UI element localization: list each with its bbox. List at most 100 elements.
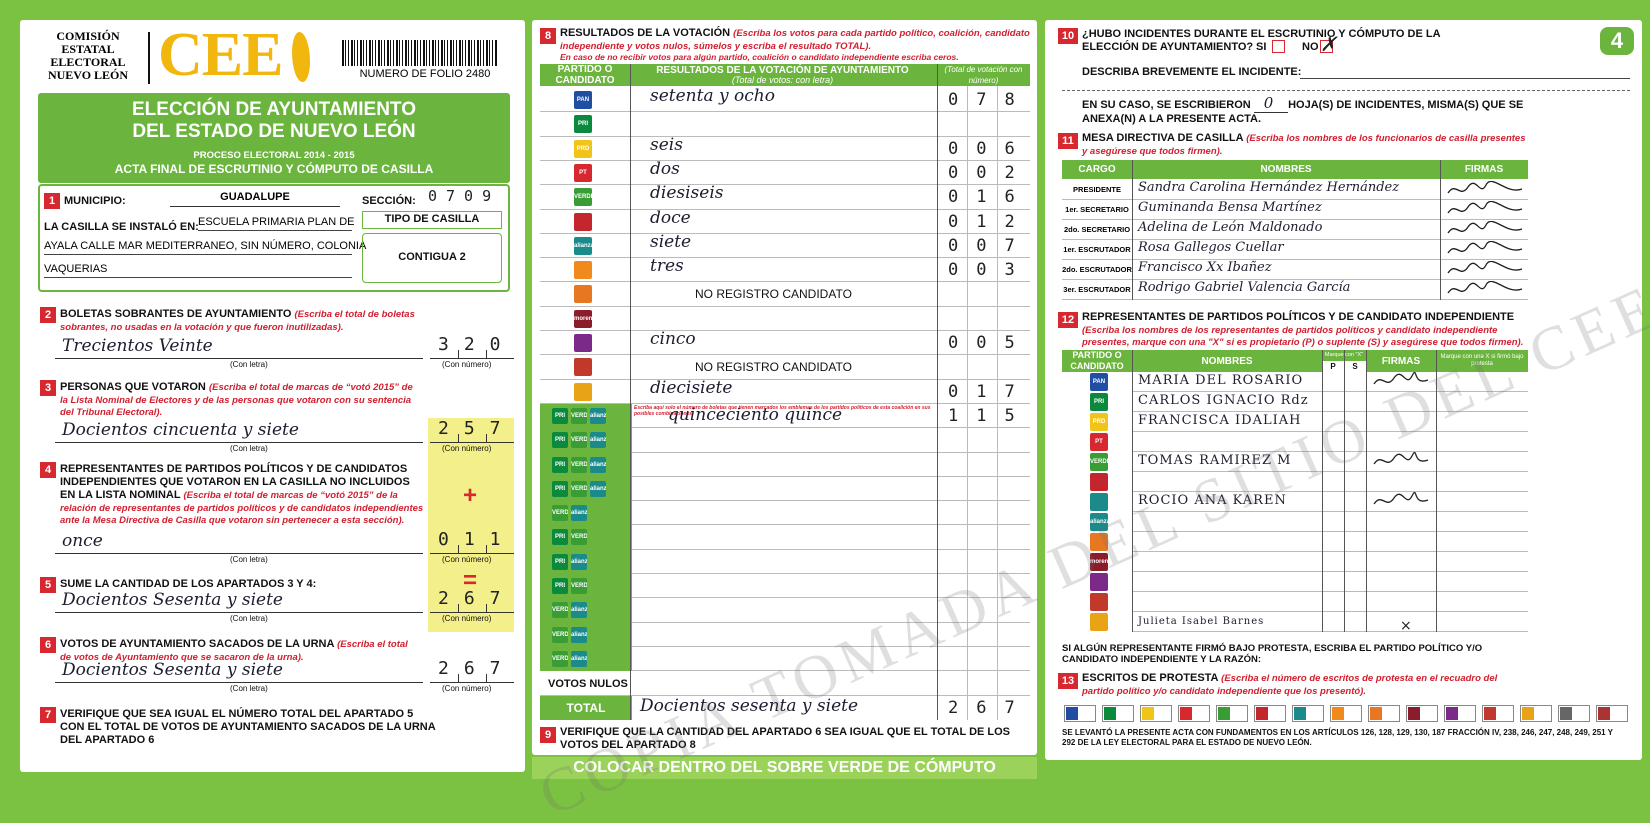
written-votes: dos xyxy=(650,158,680,179)
org-name: ELECTORAL xyxy=(50,55,126,69)
section-number: 7 xyxy=(40,707,56,723)
section-number: 3 xyxy=(40,380,56,396)
cargo: 1er. SECRETARIO xyxy=(1065,205,1129,214)
protest-logo xyxy=(1408,707,1420,720)
total-label: TOTAL xyxy=(540,695,632,720)
section-instruction: (Escriba los votos para cada partido pol… xyxy=(560,28,1030,52)
section-number: 6 xyxy=(40,637,56,653)
cargo: PRESIDENTE xyxy=(1073,185,1121,194)
section-title: BOLETAS SOBRANTES DE AYUNTAMIENTO xyxy=(60,308,295,320)
org-name: COMISIÓN xyxy=(56,29,120,43)
box xyxy=(1132,571,1528,572)
col-rule xyxy=(1132,160,1133,300)
box xyxy=(1132,491,1528,492)
barcode xyxy=(396,40,398,66)
section-instruction: (Escriba el total de votos de Ayuntamien… xyxy=(60,639,408,663)
party-logo: alianza xyxy=(571,650,587,667)
box xyxy=(1132,531,1528,532)
section-number: 11 xyxy=(1058,133,1078,149)
section-instruction: (Escriba el total de marcas de “votó 201… xyxy=(60,490,424,526)
party-logo: alianza xyxy=(571,505,587,522)
party-logo: PT xyxy=(574,163,592,182)
party-logo xyxy=(574,334,592,352)
written-votes: cinco xyxy=(650,329,696,349)
party-logo: VERDE xyxy=(571,529,587,546)
nulos-label: VOTOS NULOS xyxy=(548,678,628,691)
digits: 267 xyxy=(438,658,516,679)
table-header xyxy=(1062,350,1528,372)
logo: CEE xyxy=(158,21,283,89)
party-logo xyxy=(1090,473,1108,491)
box xyxy=(458,545,459,553)
vote-number: 078 xyxy=(948,90,1033,110)
party-logo: PRI xyxy=(574,115,592,134)
box xyxy=(632,548,1030,550)
box xyxy=(458,674,459,682)
box xyxy=(540,694,1030,696)
protest-logo xyxy=(1180,707,1192,720)
col-header: S xyxy=(1344,361,1366,372)
party-logo xyxy=(1090,593,1108,611)
barcode xyxy=(387,40,389,66)
box xyxy=(540,135,1030,137)
barcode xyxy=(456,40,457,66)
signature xyxy=(1447,261,1523,274)
party-logo: VERDE xyxy=(552,602,568,619)
representative-name: MARIA DEL ROSARIO xyxy=(1138,373,1304,388)
protest-box xyxy=(1216,705,1248,722)
box xyxy=(1132,431,1528,432)
box xyxy=(632,670,1030,672)
barcode xyxy=(399,40,400,66)
incident-label: HOJA(S) DE INCIDENTES, MISMA(S) QUE SE A… xyxy=(1082,99,1524,125)
section-heading: ESCRITOS DE PROTESTA (Escriba el número … xyxy=(1082,672,1532,697)
official-name: Sandra Carolina Hernández Hernández xyxy=(1138,180,1400,195)
official-name: Francisco Xx Ibañez xyxy=(1138,260,1272,275)
box xyxy=(55,612,423,613)
section-heading: VOTOS DE AYUNTAMIENTO SACADOS DE LA URNA… xyxy=(60,638,420,663)
party-logo: PRI xyxy=(552,456,568,473)
box xyxy=(1132,511,1528,512)
party-logo xyxy=(574,358,592,377)
section-heading: MESA DIRECTIVA DE CASILLA (Escriba los n… xyxy=(1082,132,1532,157)
tipo: CONTIGUA 2 xyxy=(362,233,502,283)
box xyxy=(430,612,514,613)
section-instruction: (Escriba el número de escritos de protes… xyxy=(1082,673,1498,697)
written-votes: seis xyxy=(650,134,683,155)
barcode xyxy=(366,40,367,66)
process: PROCESO ELECTORAL 2014 - 2015 xyxy=(193,150,355,161)
row-note: NO REGISTRO CANDIDATO xyxy=(695,287,852,302)
panel xyxy=(1045,20,1642,760)
box xyxy=(540,159,1030,161)
protest-box xyxy=(1406,705,1438,722)
barcode xyxy=(468,40,470,66)
written-amount: Trecientos Veinte xyxy=(62,336,213,356)
vote-number: 267 xyxy=(948,697,1033,718)
seccion-label: SECCIÓN: xyxy=(362,195,416,207)
title-box xyxy=(38,93,510,183)
section-number: 13 xyxy=(1058,673,1078,689)
row-note: NO REGISTRO CANDIDATO xyxy=(695,360,852,375)
col-rule xyxy=(630,64,631,720)
letra-label: (Con letra) xyxy=(230,555,268,564)
barcode xyxy=(495,40,497,66)
box xyxy=(430,682,514,683)
protest-logo xyxy=(1066,707,1078,720)
written-votes: Docientos sesenta y siete xyxy=(640,695,859,716)
protest-box xyxy=(1140,705,1172,722)
section-number: 12 xyxy=(1058,312,1078,328)
table-header xyxy=(1062,160,1528,179)
check-mark: ✗ xyxy=(1320,32,1337,56)
box xyxy=(44,277,352,278)
box xyxy=(1272,40,1285,53)
legal-text: SE LEVANTÓ LA PRESENTE ACTA CON FUNDAMEN… xyxy=(1062,728,1613,747)
section-title: MESA DIRECTIVA DE CASILLA xyxy=(1082,132,1247,144)
protest-logo xyxy=(1142,707,1154,720)
party-logo: alianza xyxy=(571,553,587,570)
representative-name: FRANCISCA IDALIAH xyxy=(1138,413,1302,428)
box xyxy=(1062,259,1528,260)
party-logo: alianza xyxy=(590,456,606,473)
barcode xyxy=(453,40,454,66)
section-instruction: (Escriba el total de boletas sobrantes, … xyxy=(60,309,415,333)
